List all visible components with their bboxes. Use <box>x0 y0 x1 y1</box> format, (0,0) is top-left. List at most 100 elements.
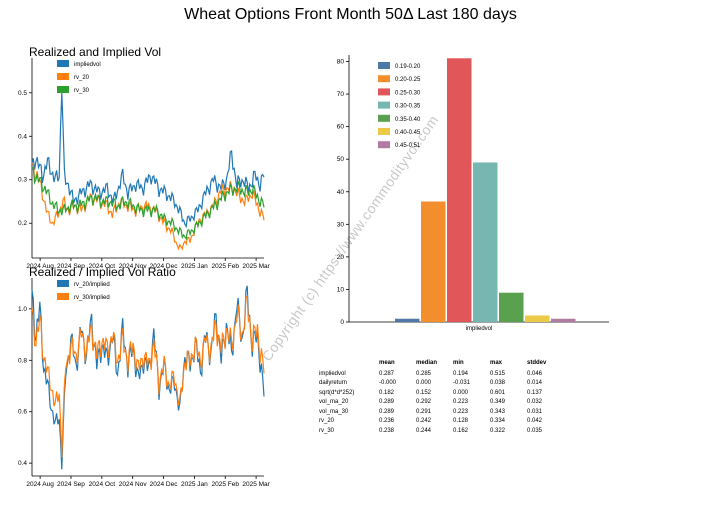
ratio-y-tick-label: 0.6 <box>18 409 27 416</box>
stats-cell: 0.128 <box>453 418 469 425</box>
stats-cell: 0.032 <box>527 399 543 406</box>
stats-cell: 0.601 <box>490 389 506 396</box>
hist-y-tick-label: 0 <box>340 319 344 326</box>
stats-header-cell: stddev <box>527 360 547 366</box>
stats-table: mean median min max stddev impliedvol 0.287 0.… <box>319 357 564 436</box>
hist-y-tick-label: 60 <box>337 124 345 131</box>
stats-cell: 0.287 <box>379 370 395 377</box>
vol-legend-label: rv_20 <box>74 75 90 81</box>
stats-cell: 0.238 <box>379 427 395 434</box>
main-title: Wheat Options Front Month 50Δ Last 180 d… <box>184 6 517 23</box>
hist-bar-0.35-0.40 <box>499 292 524 322</box>
hist-y-tick-label: 70 <box>337 91 345 98</box>
vol-legend-label: impliedvol <box>74 62 101 68</box>
stats-cell: 0.000 <box>416 380 432 387</box>
stats-row: impliedvol 0.287 0.285 0.194 0.515 0.046 <box>319 369 564 379</box>
stats-row: vol_ma_30 0.289 0.291 0.223 0.343 0.031 <box>319 407 564 417</box>
stats-row: rv_30 0.238 0.244 0.162 0.322 0.035 <box>319 426 564 436</box>
hist-x-label: impliedvol <box>466 326 493 332</box>
hist-y-tick-label: 40 <box>337 189 345 196</box>
stats-cell: 0.291 <box>416 408 432 415</box>
hist-bar-0.30-0.35 <box>473 162 498 322</box>
vol-y-tick-label: 0.2 <box>18 220 27 227</box>
vol-y-tick-label: 0.3 <box>18 177 27 184</box>
stats-cell: 0.046 <box>527 370 543 377</box>
stats-cell: 0.031 <box>527 408 543 415</box>
hist-legend-swatch <box>378 101 390 109</box>
stats-cell: 0.349 <box>490 399 506 406</box>
vol-x-tick-label: 2025 Mar <box>242 263 270 270</box>
stats-cell: 0.000 <box>453 389 469 396</box>
hist-y-tick-label: 10 <box>337 286 345 293</box>
vol-legend-swatch <box>57 73 69 80</box>
hist-legend-swatch <box>378 114 390 122</box>
vol-x-tick-label: 2025 Feb <box>212 263 240 270</box>
hist-y-tick-label: 30 <box>337 221 345 228</box>
ratio-legend-label: rv_20/implied <box>74 282 110 288</box>
hist-y-tick-label: 50 <box>337 156 345 163</box>
vol-legend-swatch <box>57 60 69 67</box>
vol-x-tick-label: 2024 Dec <box>150 263 179 270</box>
stats-header-cell: min <box>453 360 464 366</box>
ratio-x-tick-label: 2025 Feb <box>212 481 240 488</box>
stats-cell: dailyreturn <box>319 380 348 387</box>
hist-legend-swatch <box>378 62 390 69</box>
stats-cell: sqrt(d*d*252) <box>319 389 355 396</box>
hist-bar-0.19-0.20 <box>395 318 420 322</box>
vol-x-tick-label: 2025 Jan <box>181 263 208 270</box>
ratio-legend-swatch <box>57 280 69 287</box>
ratio-x-tick-label: 2024 Sep <box>57 481 85 488</box>
ratio-y-tick-label: 0.8 <box>18 357 27 364</box>
stats-cell: impliedvol <box>319 370 346 377</box>
stats-cell: 0.292 <box>416 399 432 406</box>
stats-cell: 0.152 <box>416 389 432 396</box>
stats-cell: 0.223 <box>453 399 469 406</box>
hist-legend-label: 0.35-0.40 <box>395 117 421 123</box>
hist-legend-swatch <box>378 88 390 96</box>
stats-cell: 0.042 <box>527 418 543 425</box>
hist-legend-label: 0.40-0.45 <box>395 130 421 136</box>
hist-legend-swatch <box>378 128 390 135</box>
hist-bar-0.25-0.30 <box>447 58 472 322</box>
hist-legend-label: 0.45-0.51 <box>395 143 421 149</box>
hist-legend-swatch <box>378 75 390 83</box>
ratio-y-tick-label: 1.0 <box>18 306 27 313</box>
stats-cell: 0.223 <box>453 408 469 415</box>
ratio-y-tick-label: 0.4 <box>18 460 27 467</box>
stats-cell: 0.242 <box>416 418 432 425</box>
stats-row: rv_20 0.236 0.242 0.128 0.334 0.042 <box>319 417 564 427</box>
vol-x-tick-label: 2024 Aug <box>26 263 54 270</box>
stats-cell: 0.194 <box>453 370 469 377</box>
vol-series-impliedvol <box>31 92 265 229</box>
vol-x-tick-label: 2024 Sep <box>57 263 85 270</box>
ratio-series-rv-30-implied <box>31 294 265 458</box>
stats-cell: 0.334 <box>490 418 506 425</box>
stats-row: sqrt(d*d*252) 0.182 0.152 0.000 0.601 0.137 <box>319 388 564 398</box>
hist-legend-label: 0.19-0.20 <box>395 64 421 70</box>
vol-y-tick-label: 0.4 <box>18 133 27 140</box>
stats-cell: vol_ma_30 <box>319 408 349 415</box>
hist-legend-label: 0.25-0.30 <box>395 90 421 96</box>
ratio-x-tick-label: 2024 Aug <box>26 481 54 488</box>
hist-legend-swatch <box>378 141 390 149</box>
hist-bar-0.20-0.25 <box>421 201 446 322</box>
hist-bar-0.45-0.51 <box>551 318 576 322</box>
stats-header-cell <box>319 357 379 369</box>
vol-y-tick-label: 0.5 <box>18 90 27 97</box>
stats-cell: 0.343 <box>490 408 506 415</box>
stats-row: dailyreturn -0.000 0.000 -0.031 0.038 0.014 <box>319 379 564 389</box>
ratio-legend-swatch <box>57 293 69 300</box>
stats-cell: 0.289 <box>379 399 395 406</box>
stats-header-cell: mean <box>379 360 395 366</box>
stats-cell: 0.322 <box>490 427 506 434</box>
vol-legend-swatch <box>57 86 69 93</box>
vol-x-tick-label: 2024 Oct <box>89 263 116 270</box>
stats-cell: 0.035 <box>527 427 543 434</box>
ratio-series-rv-20-implied <box>31 285 265 470</box>
hist-y-tick-label: 80 <box>337 59 345 66</box>
ratio-panel-title: Realized / Implied Vol Ratio <box>29 265 176 279</box>
stats-cell: -0.000 <box>379 380 397 387</box>
hist-y-tick-label: 20 <box>337 254 345 261</box>
ratio-x-tick-label: 2024 Nov <box>119 481 148 488</box>
